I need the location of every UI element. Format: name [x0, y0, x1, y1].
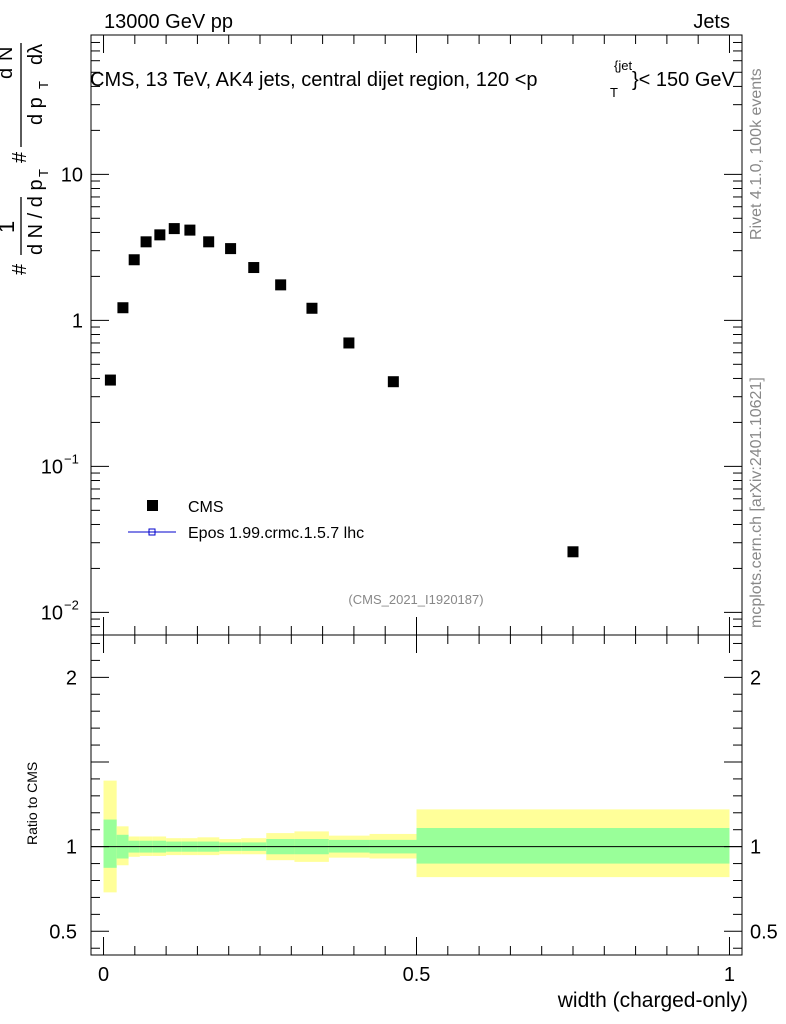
cms-point-1 [117, 302, 129, 314]
watermark: (CMS_2021_I1920187) [348, 592, 483, 607]
plot-title-sub: T [610, 85, 618, 100]
legend-cms-marker [147, 500, 158, 511]
main-frame [90, 34, 743, 636]
ratio-y-tick-label-left-2: 2 [66, 667, 77, 689]
header-right: Jets [693, 11, 730, 33]
y-tick-label-2: 10 [41, 456, 63, 478]
cms-point-6 [184, 224, 196, 236]
legend-epos-label: Epos 1.99.crmc.1.5.7 lhc [188, 525, 364, 542]
y-tick-label-1: 1 [72, 310, 83, 332]
cms-point-11 [306, 302, 318, 314]
ratio-bands [103, 780, 730, 893]
source-label: mcplots.cern.ch [arXiv:2401.10621] [748, 377, 765, 628]
y-tick-exp-2: −1 [64, 451, 79, 466]
cms-point-9 [248, 262, 260, 274]
header-left: 13000 GeV pp [104, 11, 233, 33]
ratio-y-tick-label-left-1: 1 [66, 837, 77, 859]
svg-text:N: N [0, 47, 17, 61]
data-points [104, 223, 579, 558]
cms-point-2 [128, 254, 140, 266]
plot-title: CMS, 13 TeV, AK4 jets, central dijet reg… [90, 69, 538, 91]
ratio-band-inner-14 [416, 828, 730, 864]
cms-point-10 [275, 279, 287, 291]
ratio-y-tick-label-right-2: 2 [750, 667, 761, 689]
legend: CMS Epos 1.99.crmc.1.5.7 lhc [128, 499, 364, 542]
x-tick-label-0: 0 [98, 964, 109, 986]
svg-text:T: T [36, 81, 51, 89]
y-tick-exp-3: −2 [64, 597, 79, 612]
ratio-y-tick-label-right-1: 1 [750, 837, 761, 859]
cms-point-5 [168, 223, 180, 235]
x-tick-label-1: 0.5 [403, 964, 431, 986]
x-tick-label-2: 1 [724, 964, 735, 986]
rivet-label: Rivet 4.1.0, 100k events [748, 68, 765, 240]
legend-cms-label: CMS [188, 499, 224, 516]
svg-text:#: # [9, 263, 31, 275]
cms-point-13 [387, 376, 399, 388]
svg-text:d N / d p: d N / d p [25, 179, 47, 255]
svg-text:2: 2 [0, 60, 3, 67]
svg-text:T: T [36, 169, 51, 177]
cms-point-4 [154, 229, 166, 241]
ratio-y-tick-label-left-0: 0.5 [49, 921, 77, 943]
ratio-band-inner-0 [103, 819, 117, 868]
plot-title-tail: }< 150 GeV [632, 69, 736, 91]
ratio-y-tick-label-right-0: 0.5 [750, 921, 778, 943]
plot-title-sup: {jet [614, 58, 632, 73]
cms-point-12 [343, 337, 355, 349]
svg-text:dλ: dλ [25, 44, 47, 65]
svg-text:#: # [9, 151, 31, 163]
ratio-frame [90, 634, 743, 956]
y-tick-label-3: 10 [41, 602, 63, 624]
x-axis-label: width (charged-only) [557, 989, 748, 1012]
ratio-y-label: Ratio to CMS [24, 762, 40, 845]
legend-epos-marker [148, 528, 156, 536]
cms-point-8 [225, 243, 237, 255]
y-tick-label-0: 10 [61, 164, 83, 186]
cms-point-14 [567, 546, 579, 558]
cms-point-3 [140, 236, 152, 248]
svg-text:d: d [0, 68, 17, 79]
y-axis-label: # 1 d N / d p T # d p T dλ d 2 N [0, 43, 51, 275]
cms-point-0 [104, 374, 116, 386]
cms-point-7 [203, 236, 215, 248]
svg-text:d p: d p [25, 97, 47, 125]
svg-text:1: 1 [0, 221, 19, 233]
